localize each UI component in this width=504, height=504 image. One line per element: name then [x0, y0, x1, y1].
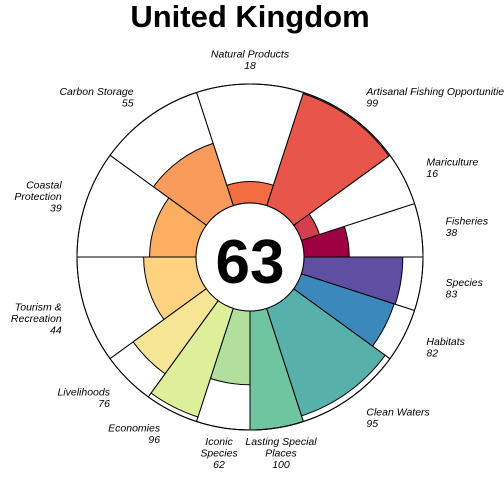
- goal-name: Economies: [108, 423, 161, 435]
- petals-group: [76, 83, 424, 431]
- goal-score: 83: [446, 289, 458, 301]
- goal-score: 39: [50, 202, 62, 214]
- goal-name: Clean Waters: [366, 406, 430, 418]
- center-score: 63: [216, 228, 285, 297]
- goal-name: Habitats: [426, 336, 465, 348]
- goal-name: Livelihoods: [57, 386, 110, 398]
- goal-score: 62: [213, 459, 225, 471]
- petal-natural-products: [226, 181, 274, 207]
- goal-label-tourism-recreation: Tourism & Recreation 44: [11, 302, 62, 337]
- goal-label-species: Species 83: [446, 277, 484, 301]
- goal-score: 95: [366, 418, 378, 430]
- goal-score: 44: [50, 325, 62, 337]
- goal-label-clean-waters: Clean Waters 95: [366, 406, 430, 430]
- goal-score: 100: [272, 459, 290, 471]
- goal-name: Places: [265, 448, 297, 460]
- goal-name: Iconic: [205, 436, 233, 448]
- goal-label-coastal-protection: Coastal Protection 39: [14, 179, 62, 214]
- goal-label-lasting-special-places: Lasting Special Places 100: [245, 436, 317, 471]
- goal-score: 16: [426, 168, 438, 180]
- goal-label-iconic-species: Iconic Species 62: [200, 436, 238, 471]
- goal-name: Coastal: [26, 179, 62, 191]
- goal-label-economies: Economies 96: [108, 423, 161, 447]
- goal-name: Protection: [14, 191, 61, 203]
- goal-score: 18: [244, 60, 256, 72]
- goal-name: Natural Products: [211, 48, 290, 60]
- goal-label-livelihoods: Livelihoods 76: [57, 386, 110, 410]
- goal-name: Species: [446, 277, 484, 289]
- goal-name: Artisanal Fishing Opportunities: [365, 86, 504, 98]
- chart-title: United Kingdom: [130, 0, 369, 34]
- goal-score: 55: [122, 98, 134, 110]
- goal-name: Recreation: [11, 313, 62, 325]
- goal-label-mariculture: Mariculture 16: [426, 156, 478, 180]
- labels-group: Fisheries 38 Mariculture 16 Artisanal Fishin…: [11, 48, 504, 471]
- goal-score: 38: [446, 227, 458, 239]
- goal-name: Carbon Storage: [59, 86, 133, 98]
- goal-name: Tourism &: [15, 302, 62, 314]
- goal-label-carbon-storage: Carbon Storage 55: [59, 86, 133, 110]
- goal-label-natural-products: Natural Products 18: [211, 48, 290, 72]
- goal-label-fisheries: Fisheries 38: [446, 215, 489, 239]
- goal-score: 76: [98, 398, 110, 410]
- goal-label-habitats: Habitats 82: [426, 336, 465, 360]
- goal-name: Species: [200, 448, 238, 460]
- goal-name: Mariculture: [426, 156, 478, 168]
- center-circle: [195, 202, 305, 312]
- goal-score: 96: [148, 434, 160, 446]
- goal-score: 99: [366, 98, 378, 110]
- goal-name: Lasting Special: [245, 436, 317, 448]
- goal-name: Fisheries: [446, 215, 489, 227]
- goal-label-artisanal-fishing-opportunities: Artisanal Fishing Opportunities 99: [365, 86, 504, 110]
- outer-ring: [76, 83, 424, 431]
- goal-score: 82: [426, 348, 438, 360]
